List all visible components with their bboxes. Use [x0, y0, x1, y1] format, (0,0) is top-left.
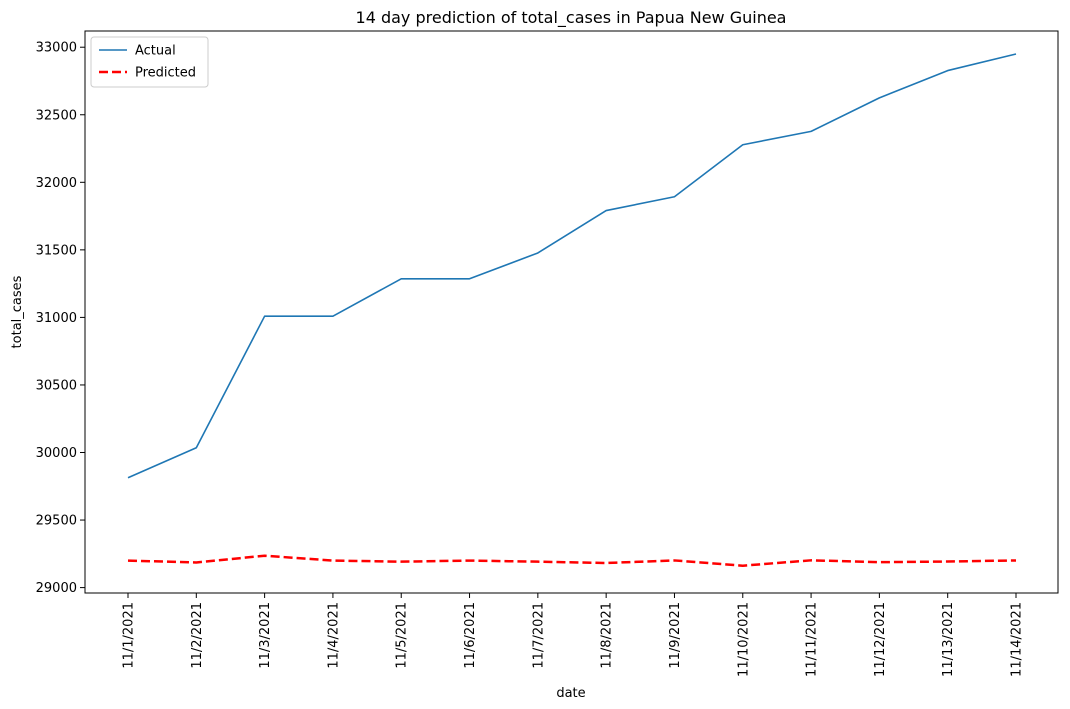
x-tick-label: 11/9/2021: [668, 602, 683, 669]
y-tick-label: 31000: [36, 311, 77, 326]
chart-title: 14 day prediction of total_cases in Papu…: [356, 8, 787, 28]
x-tick-label: 11/14/2021: [1010, 602, 1025, 677]
x-tick-label: 11/4/2021: [326, 602, 341, 669]
y-tick-label: 33000: [36, 41, 77, 56]
x-tick-label: 11/11/2021: [805, 602, 820, 677]
plot-area: 29000 29500 30000 30500 31000 31500 32000 32500…: [36, 41, 1025, 677]
x-tick-label: 11/13/2021: [941, 602, 956, 677]
x-axis-label: date: [556, 686, 585, 701]
x-tick-label: 11/7/2021: [531, 602, 546, 669]
x-tick-label: 11/3/2021: [258, 602, 273, 669]
y-tick-label: 30500: [36, 378, 77, 393]
y-tick-label: 30000: [36, 446, 77, 461]
x-tick-label: 11/8/2021: [600, 602, 615, 669]
y-tick-label: 32000: [36, 176, 77, 191]
legend-label-predicted: Predicted: [135, 66, 196, 81]
y-tick-label: 32500: [36, 108, 77, 123]
series-line-predicted: [127, 554, 1017, 567]
series-line-actual: [127, 53, 1017, 479]
x-tick-label: 11/6/2021: [463, 602, 478, 669]
x-tick-label: 11/1/2021: [122, 602, 137, 669]
x-tick-label: 11/2/2021: [190, 602, 205, 669]
x-tick-label: 11/12/2021: [873, 602, 888, 677]
y-tick-label: 29500: [36, 514, 77, 529]
y-tick-label: 31500: [36, 243, 77, 258]
y-axis-label: total_cases: [10, 275, 25, 348]
x-tick-label: 11/5/2021: [395, 602, 410, 669]
axes-frame: [84, 30, 1059, 594]
y-tick-label: 29000: [36, 581, 77, 596]
x-tick-label: 11/10/2021: [736, 602, 751, 677]
legend-label-actual: Actual: [135, 44, 176, 59]
legend: Actual Predicted: [90, 36, 209, 88]
